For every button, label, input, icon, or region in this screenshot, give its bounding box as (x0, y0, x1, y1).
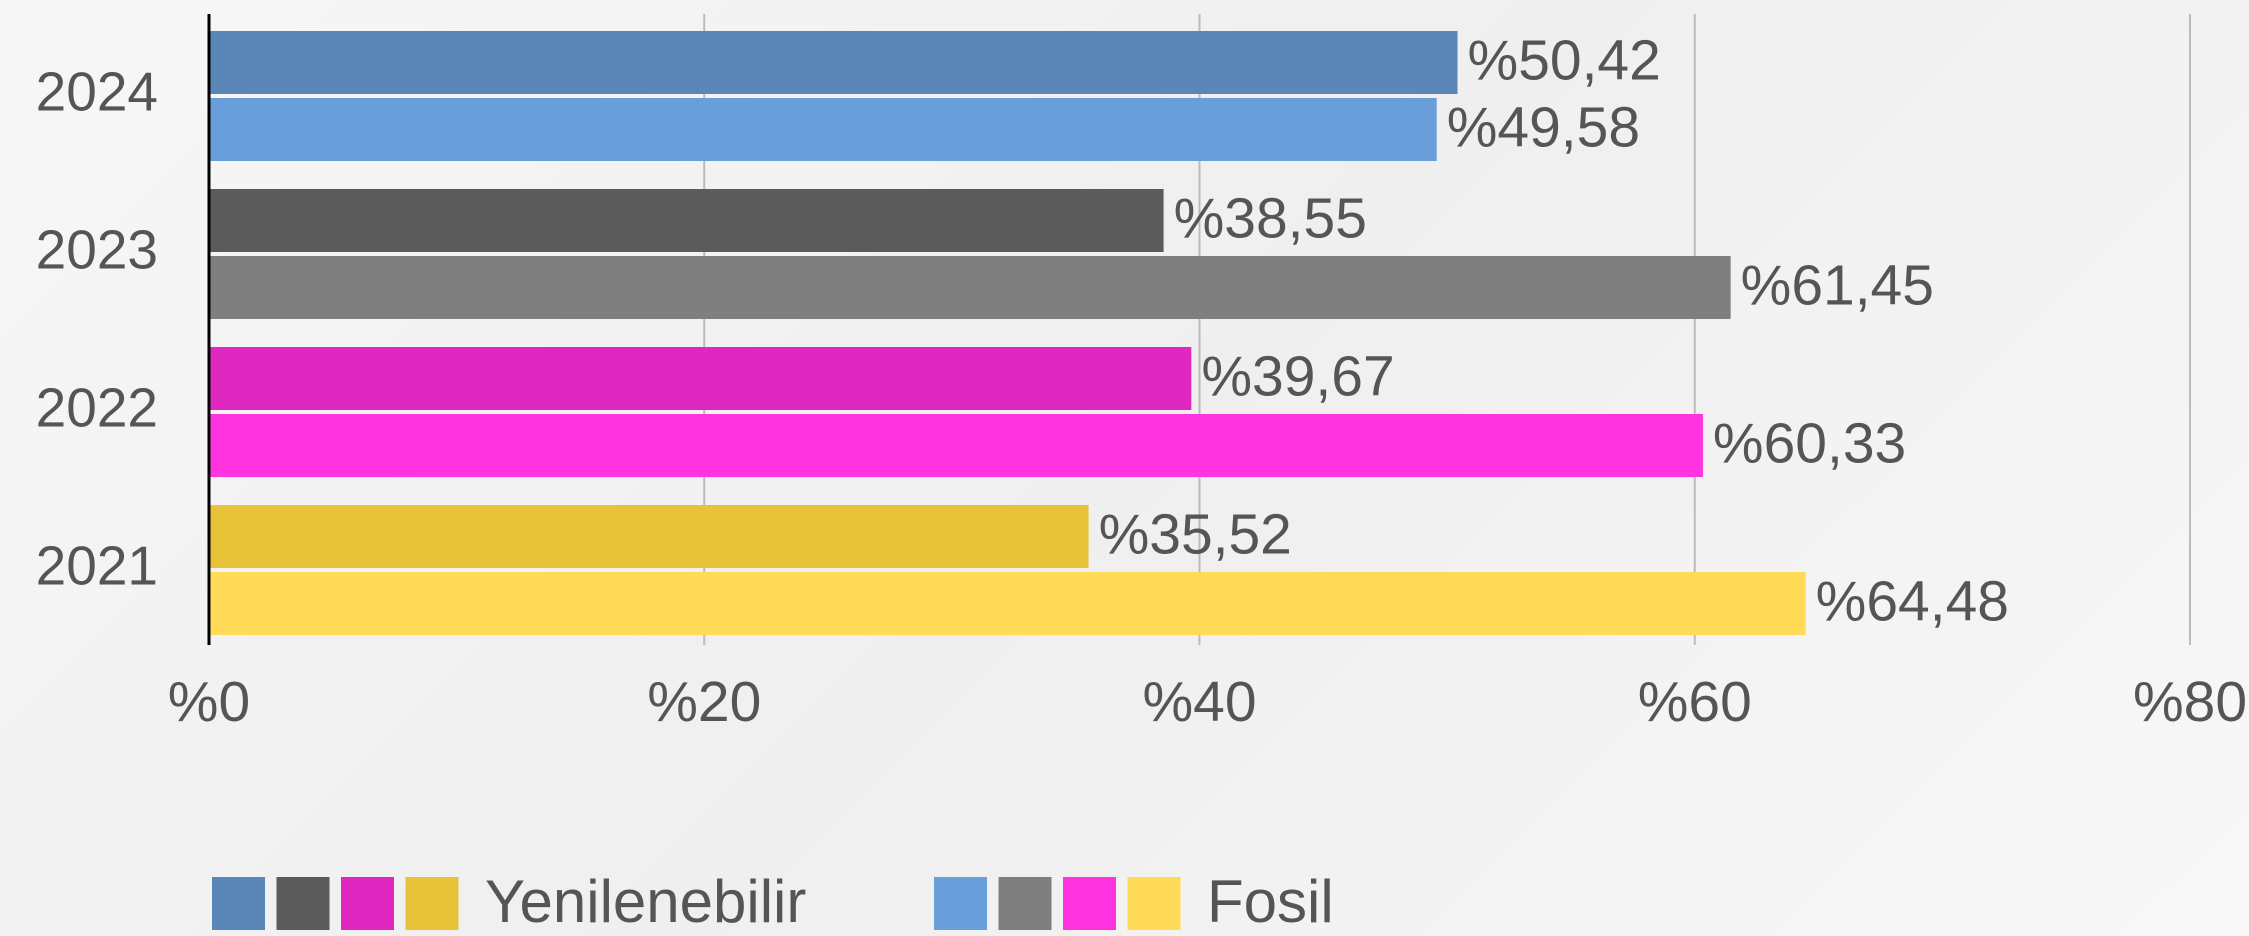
bar (209, 414, 1703, 477)
bar (209, 31, 1458, 94)
legend-swatch (212, 877, 265, 930)
legend-label: Yenilenebilir (485, 868, 806, 935)
y-tick-label: 2024 (36, 61, 158, 123)
bar (209, 347, 1192, 410)
y-tick-label: 2021 (36, 535, 158, 597)
value-label: %60,33 (1713, 412, 1906, 476)
x-tick-label: %0 (168, 670, 250, 734)
legend-swatch (1127, 877, 1181, 930)
legend-label: Fosil (1207, 868, 1334, 935)
bar (209, 572, 1806, 635)
y-tick-label: 2023 (36, 219, 158, 281)
legend-swatch (405, 877, 459, 930)
legend-swatch (276, 877, 330, 930)
bar (209, 256, 1731, 319)
value-label: %61,45 (1741, 254, 1934, 318)
value-label: %38,55 (1174, 187, 1367, 251)
x-tick-label: %80 (2133, 670, 2247, 734)
y-tick-label: 2022 (36, 377, 158, 439)
legend-swatch (341, 877, 394, 930)
legend-swatch (998, 877, 1052, 930)
x-tick-label: %60 (1638, 670, 1752, 734)
value-label: %39,67 (1201, 345, 1394, 409)
x-tick-label: %40 (1142, 670, 1256, 734)
legend-swatch (1063, 877, 1116, 930)
bar (209, 189, 1164, 252)
legend-swatch (934, 877, 987, 930)
value-label: %50,42 (1468, 29, 1661, 93)
value-label: %64,48 (1816, 570, 2009, 634)
value-label: %49,58 (1447, 96, 1640, 160)
x-tick-label: %20 (647, 670, 761, 734)
value-label: %35,52 (1099, 503, 1292, 567)
bar (209, 98, 1437, 161)
bar (209, 505, 1089, 568)
